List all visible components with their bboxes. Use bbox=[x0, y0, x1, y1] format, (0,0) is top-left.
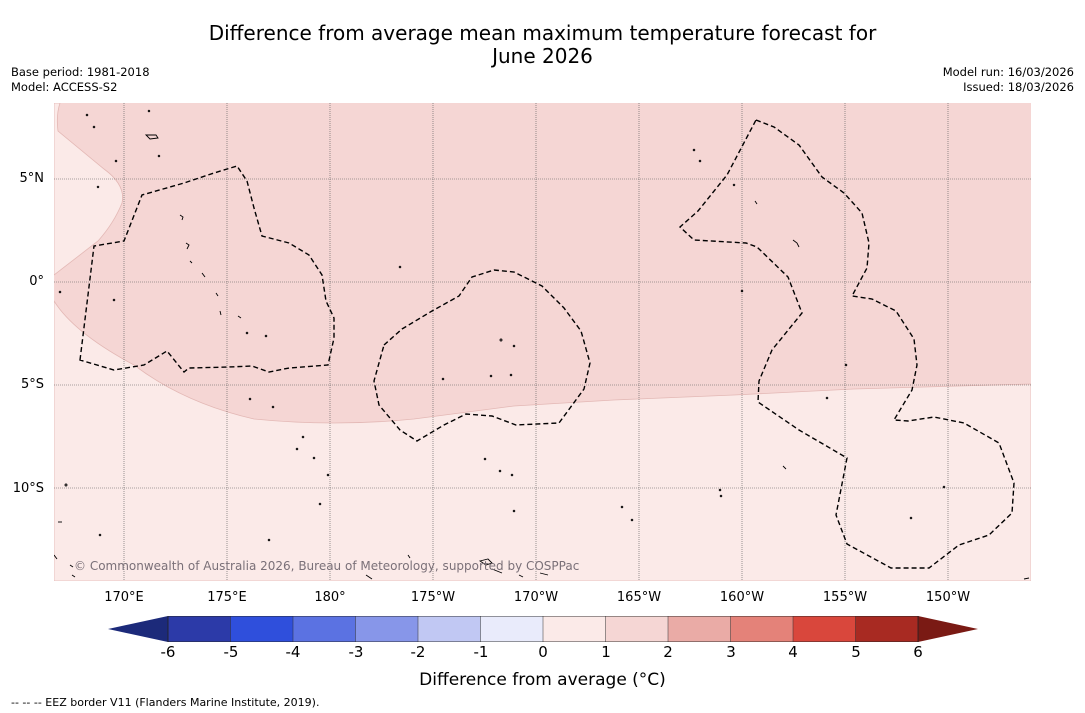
colorbar-label: Difference from average (°C) bbox=[419, 670, 666, 690]
lon-label-170e: 170°E bbox=[104, 590, 144, 605]
eez-legend: -- -- -- EEZ border V11 (Flanders Marine… bbox=[11, 696, 320, 709]
meta-right: Model run: 16/03/2026 Issued: 18/03/2026 bbox=[943, 65, 1074, 95]
cbar-tick: -2 bbox=[410, 643, 426, 661]
lon-label-160w: 160°W bbox=[719, 590, 765, 605]
colorbar bbox=[108, 616, 978, 642]
chart-title: Difference from average mean maximum tem… bbox=[0, 22, 1085, 68]
issued-date: Issued: 18/03/2026 bbox=[963, 80, 1074, 94]
colorbar-cell bbox=[855, 616, 919, 642]
cbar-tick: 2 bbox=[663, 643, 673, 661]
meta-left: Base period: 1981-2018 Model: ACCESS-S2 bbox=[11, 65, 150, 95]
colorbar-cells bbox=[167, 616, 919, 642]
lon-label-170w: 170°W bbox=[513, 590, 559, 605]
title-line-1: Difference from average mean maximum tem… bbox=[208, 21, 877, 45]
cbar-tick: -1 bbox=[473, 643, 489, 661]
colorbar-cell bbox=[167, 616, 232, 642]
lon-label-150w: 150°W bbox=[925, 590, 971, 605]
model-run: Model run: 16/03/2026 bbox=[942, 65, 1074, 79]
graticule bbox=[54, 103, 1031, 581]
lat-label-0: 0° bbox=[29, 274, 44, 289]
cbar-tick: -5 bbox=[223, 643, 239, 661]
colorbar-cell bbox=[417, 616, 482, 642]
colorbar-under-arrow bbox=[108, 616, 168, 642]
cbar-tick: 0 bbox=[538, 643, 548, 661]
eez-borders bbox=[79, 119, 1015, 569]
cbar-tick: 5 bbox=[851, 643, 861, 661]
colorbar-cell bbox=[292, 616, 357, 642]
colorbar-cell bbox=[542, 616, 607, 642]
colorbar-cell bbox=[480, 616, 544, 642]
colorbar-cell bbox=[355, 616, 419, 642]
colorbar-cell bbox=[230, 616, 294, 642]
cbar-tick: -6 bbox=[160, 643, 176, 661]
colorbar-over-arrow bbox=[918, 616, 978, 642]
cbar-tick: 3 bbox=[726, 643, 736, 661]
eez-kiribati-tuvalu bbox=[79, 165, 335, 373]
colorbar-cell bbox=[667, 616, 732, 642]
lat-label-10s: 10°S bbox=[12, 481, 44, 496]
colorbar-cell bbox=[605, 616, 669, 642]
lat-label-5n: 5°N bbox=[19, 171, 45, 186]
cbar-tick: 6 bbox=[913, 643, 923, 661]
colorbar-cell bbox=[792, 616, 857, 642]
anomaly-band-0-1 bbox=[54, 103, 1031, 581]
colorbar-cell bbox=[730, 616, 794, 642]
lon-label-155w: 155°W bbox=[822, 590, 868, 605]
lon-label-175e: 175°E bbox=[207, 590, 247, 605]
lon-label-180: 180° bbox=[314, 590, 346, 605]
eez-line-islands bbox=[678, 119, 1015, 569]
colorbar-frame bbox=[167, 616, 919, 642]
base-period: Base period: 1981-2018 bbox=[11, 65, 150, 79]
map-attribution: © Commonwealth of Australia 2026, Bureau… bbox=[74, 559, 579, 573]
cbar-tick: 1 bbox=[601, 643, 611, 661]
cbar-tick: -3 bbox=[348, 643, 364, 661]
lat-label-5s: 5°S bbox=[20, 377, 44, 392]
model-name: Model: ACCESS-S2 bbox=[11, 80, 118, 94]
map-canvas: © Commonwealth of Australia 2026, Bureau… bbox=[54, 103, 1031, 581]
islands bbox=[54, 109, 1030, 580]
lon-label-165w: 165°W bbox=[616, 590, 662, 605]
cbar-tick: -4 bbox=[285, 643, 301, 661]
title-line-2: June 2026 bbox=[492, 44, 593, 68]
lon-label-175w: 175°W bbox=[410, 590, 456, 605]
cbar-tick: 4 bbox=[788, 643, 798, 661]
